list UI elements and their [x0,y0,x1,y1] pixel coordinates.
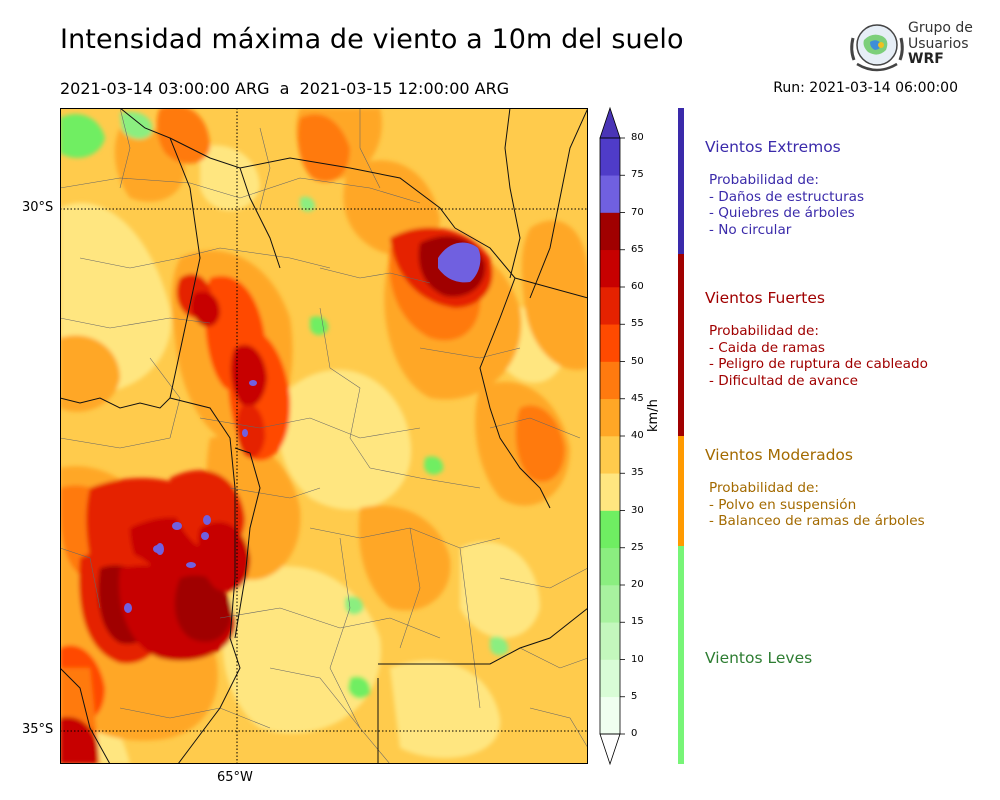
extreme-wind-cells [124,242,481,613]
colorbar-tick-label: 0 [631,728,638,739]
category-detail-line: - Daños de estructuras [709,188,865,205]
colorbar-segment [600,547,620,586]
colorbar-tick-label: 75 [631,169,644,181]
category-bar-extreme [678,108,684,254]
category-title-light: Vientos Leves [705,649,813,667]
colorbar-tick-label: 20 [631,579,644,590]
colorbar-segment [600,585,620,623]
colorbar-segment [600,398,620,437]
colorbar-tick-label: 55 [631,318,644,330]
category-details-strong: Probabilidad de: - Caida de ramas - Peli… [709,323,928,389]
colorbar-segment [600,659,620,698]
lon-label-65w: 65°W [217,770,253,785]
colorbar-tick-label: 65 [631,243,644,255]
category-detail-line: Probabilidad de: [709,323,819,339]
map-frame [60,108,588,764]
wind-field [60,108,588,764]
category-detail-line: - Peligro de ruptura de cableado [709,356,928,372]
colorbar-segment [600,473,620,511]
wind-speed-colorbar [599,106,625,766]
colorbar-segment [600,324,620,362]
logo-text-line3: WRF [908,51,944,67]
category-detail-line: Probabilidad de: [709,172,819,188]
category-detail-line: - Caida de ramas [709,339,825,356]
category-detail-line: - Dificultad de avance [709,372,858,389]
colorbar-tick-label: 15 [631,616,644,628]
colorbar-segment [600,175,620,213]
category-detail-line: - Quiebres de árboles [709,205,855,221]
colorbar-tick-label: 10 [631,653,644,665]
colorbar-unit: km/h [646,399,661,432]
globe-logo-icon [850,24,904,72]
colorbar-tick-label: 60 [631,281,644,292]
colorbar-segment [600,138,620,176]
wind-intensity-map [60,108,588,764]
colorbar-tick-label: 45 [631,392,644,404]
category-detail-line: - Balanceo de ramas de árboles [709,513,925,529]
category-bar-light [678,546,684,764]
map-title: Intensidad máxima de viento a 10m del su… [60,24,684,55]
department-boundaries [60,108,588,764]
category-detail-line: - Polvo en suspensión [709,496,857,513]
colorbar-min-extension [599,733,621,766]
colorbar-max-extension [599,106,621,139]
colorbar-tick-label: 50 [631,355,644,367]
colorbar-tick-label: 40 [631,430,644,441]
category-detail-line: - No circular [709,221,792,238]
category-detail-line: Probabilidad de: [709,480,819,496]
logo-text-line2: Usuarios [908,36,969,52]
lat-label-30s: 30°S [22,200,54,215]
colorbar-tick-label: 35 [631,467,644,479]
colorbar-tick-label: 5 [631,690,638,702]
colorbar-tick-label: 25 [631,541,644,553]
category-title-strong: Vientos Fuertes [705,289,825,307]
colorbar-segment [600,436,620,474]
colorbar-segment [600,287,620,325]
colorbar-segment [600,696,620,735]
run-time: Run: 2021-03-14 06:00:00 [773,80,958,96]
category-details-moderate: Probabilidad de: - Polvo en suspensión -… [709,480,925,530]
forecast-period: 2021-03-14 03:00:00 ARG a 2021-03-15 12:… [60,79,510,98]
lat-label-35s: 35°S [22,722,54,737]
wrf-group-logo: Grupo de Usuarios WRF [848,16,973,74]
colorbar-tick-label: 30 [631,504,644,516]
colorbar-segment [600,510,620,549]
colorbar-segment [600,212,620,251]
colorbar-tick-label: 70 [631,206,644,218]
colorbar-segment [600,249,620,288]
colorbar-tick-label: 80 [631,132,644,143]
colorbar-segment [600,361,620,400]
category-details-extreme: Probabilidad de: - Daños de estructuras … [709,172,864,238]
category-bar-strong [678,254,684,436]
province-boundaries [60,108,588,764]
category-title-moderate: Vientos Moderados [705,446,853,464]
colorbar-segment [600,622,620,660]
category-title-extreme: Vientos Extremos [705,138,841,156]
logo-text-line1: Grupo de [908,20,973,36]
category-bar-moderate [678,436,684,546]
graticule [60,108,588,764]
